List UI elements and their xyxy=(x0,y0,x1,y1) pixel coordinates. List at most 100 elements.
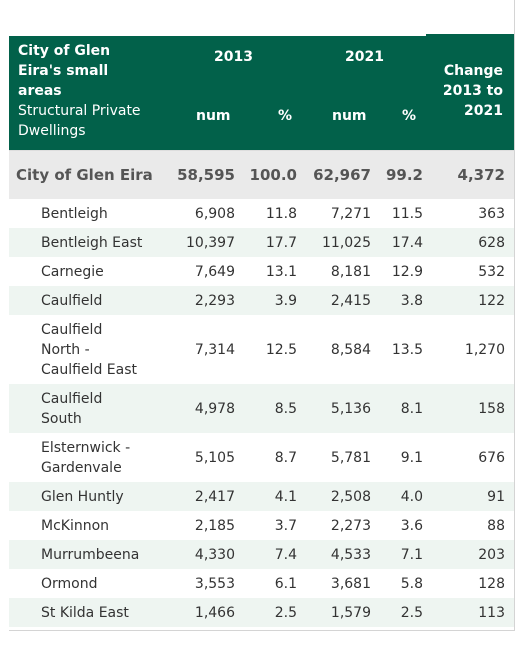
area-name: North - xyxy=(41,342,90,358)
value-pct-2013: 6.1 xyxy=(274,576,297,592)
value-pct-2013: 2.5 xyxy=(274,605,297,621)
value-num-2021: 2,273 xyxy=(330,518,371,534)
value-num-2021: 7,271 xyxy=(330,206,371,222)
table-row: Bentleigh 6,908 11.8 7,271 11.5 363 xyxy=(9,199,514,228)
value-change: 158 xyxy=(478,401,505,417)
header-change-line-1: Change xyxy=(443,63,503,79)
table-row: Caulfield 2,293 3.9 2,415 3.8 122 xyxy=(9,286,514,315)
area-name: McKinnon xyxy=(41,518,110,534)
table-row: Caulfield South 4,978 8.5 5,136 8.1 158 xyxy=(9,384,514,433)
value-pct-2021: 8.1 xyxy=(400,401,423,417)
total-pct-2013: 100.0 xyxy=(249,166,297,184)
value-pct-2013: 12.5 xyxy=(265,342,297,358)
header-top-rule xyxy=(9,34,426,36)
data-table: City of Glen Eira's small areas Structur… xyxy=(9,0,515,631)
table-row: McKinnon 2,185 3.7 2,273 3.6 88 xyxy=(9,511,514,540)
value-num-2021: 2,415 xyxy=(330,293,371,309)
header-subtitle-line-1: Structural Private xyxy=(18,103,141,119)
table-row: Elsternwick - Gardenvale 5,105 8.7 5,781 9.1 6… xyxy=(9,433,514,482)
area-name: South xyxy=(41,411,82,427)
value-change: 113 xyxy=(478,605,505,621)
value-change: 122 xyxy=(478,293,505,309)
header-num-2021: num xyxy=(332,108,367,124)
value-num-2021: 11,025 xyxy=(322,235,371,251)
value-num-2021: 3,681 xyxy=(330,576,371,592)
value-num-2021: 2,508 xyxy=(330,489,371,505)
total-pct-2021: 99.2 xyxy=(385,166,423,184)
value-num-2013: 6,908 xyxy=(194,206,235,222)
value-num-2013: 1,466 xyxy=(194,605,235,621)
value-change: 1,270 xyxy=(464,342,505,358)
value-pct-2021: 11.5 xyxy=(391,206,423,222)
total-row: City of Glen Eira 58,595 100.0 62,967 99… xyxy=(9,150,514,199)
value-pct-2021: 13.5 xyxy=(391,342,423,358)
total-name: City of Glen Eira xyxy=(16,166,153,184)
area-name: Caulfield xyxy=(41,322,103,338)
area-name: St Kilda East xyxy=(41,605,129,621)
value-change: 532 xyxy=(478,264,505,280)
value-pct-2021: 12.9 xyxy=(391,264,423,280)
value-pct-2013: 8.7 xyxy=(274,450,297,466)
header-title-line-2: Eira's small xyxy=(18,63,109,79)
value-num-2013: 4,330 xyxy=(194,547,235,563)
table-row: St Kilda East 1,466 2.5 1,579 2.5 113 xyxy=(9,598,514,627)
total-num-2013: 58,595 xyxy=(177,166,235,184)
value-num-2013: 7,649 xyxy=(194,264,235,280)
table-row: Ormond 3,553 6.1 3,681 5.8 128 xyxy=(9,569,514,598)
value-change: 628 xyxy=(478,235,505,251)
value-num-2013: 7,314 xyxy=(194,342,235,358)
area-name: Elsternwick - xyxy=(41,440,131,456)
area-name: Gardenvale xyxy=(41,460,122,476)
value-num-2013: 5,105 xyxy=(194,450,235,466)
value-pct-2021: 4.0 xyxy=(400,489,423,505)
value-num-2021: 8,181 xyxy=(330,264,371,280)
value-pct-2021: 7.1 xyxy=(400,547,423,563)
value-pct-2013: 17.7 xyxy=(265,235,297,251)
value-change: 128 xyxy=(478,576,505,592)
header-subtitle-line-2: Dwellings xyxy=(18,123,86,139)
header-year-2021: 2021 xyxy=(345,49,384,65)
value-change: 363 xyxy=(478,206,505,222)
value-pct-2021: 3.6 xyxy=(400,518,423,534)
area-name: Caulfield xyxy=(41,293,103,309)
header-pct-2021: % xyxy=(402,108,417,124)
area-name: Murrumbeena xyxy=(41,547,140,563)
value-pct-2021: 2.5 xyxy=(400,605,423,621)
table-row: Caulfield North - Caulfield East 7,314 12.5 8… xyxy=(9,315,514,384)
value-pct-2013: 7.4 xyxy=(274,547,297,563)
header-year-2013: 2013 xyxy=(214,49,253,65)
value-num-2013: 2,293 xyxy=(194,293,235,309)
value-change: 203 xyxy=(478,547,505,563)
area-name: Ormond xyxy=(41,576,98,592)
value-change: 676 xyxy=(478,450,505,466)
total-num-2021: 62,967 xyxy=(313,166,371,184)
value-change: 91 xyxy=(487,489,505,505)
header-change-line-3: 2021 xyxy=(464,103,503,119)
value-num-2013: 2,185 xyxy=(194,518,235,534)
value-change: 88 xyxy=(487,518,505,534)
value-num-2021: 1,579 xyxy=(330,605,371,621)
value-num-2021: 4,533 xyxy=(330,547,371,563)
header-pct-2013: % xyxy=(278,108,293,124)
value-num-2013: 3,553 xyxy=(194,576,235,592)
value-pct-2013: 8.5 xyxy=(274,401,297,417)
table-row: Murrumbeena 4,330 7.4 4,533 7.1 203 xyxy=(9,540,514,569)
value-pct-2021: 5.8 xyxy=(400,576,423,592)
value-pct-2013: 3.7 xyxy=(274,518,297,534)
header-change-line-2: 2013 to xyxy=(442,83,503,99)
value-num-2021: 5,136 xyxy=(330,401,371,417)
value-num-2013: 4,978 xyxy=(194,401,235,417)
area-name: Caulfield East xyxy=(41,362,137,378)
area-name: Bentleigh East xyxy=(41,235,143,251)
value-pct-2021: 9.1 xyxy=(400,450,423,466)
value-num-2013: 2,417 xyxy=(194,489,235,505)
area-name: Carnegie xyxy=(41,264,104,280)
table-header: City of Glen Eira's small areas Structur… xyxy=(9,34,514,150)
header-num-2013: num xyxy=(196,108,231,124)
value-pct-2021: 3.8 xyxy=(400,293,423,309)
value-pct-2013: 11.8 xyxy=(265,206,297,222)
table-row: Carnegie 7,649 13.1 8,181 12.9 532 xyxy=(9,257,514,286)
value-pct-2013: 4.1 xyxy=(274,489,297,505)
value-pct-2013: 13.1 xyxy=(265,264,297,280)
header-title-line-1: City of Glen xyxy=(18,43,111,59)
